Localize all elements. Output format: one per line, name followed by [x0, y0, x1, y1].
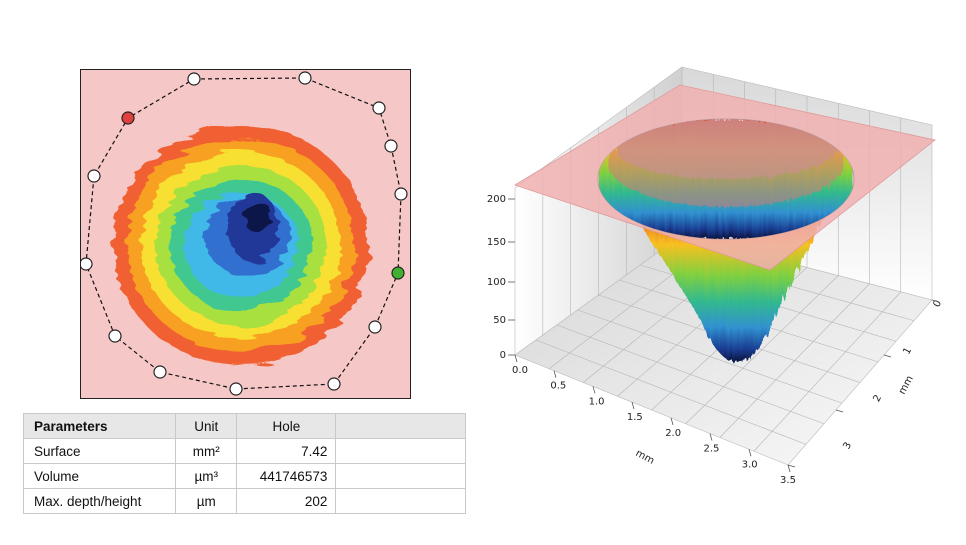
row-name: Volume	[22, 463, 177, 489]
header-empty	[335, 413, 466, 439]
selection-vertex-handle[interactable]	[87, 169, 101, 183]
y-tick-label: 1	[901, 346, 914, 357]
x-tick-label: 0.5	[550, 381, 566, 392]
selection-vertices[interactable]	[81, 71, 408, 396]
x-tick-label: 1.0	[589, 396, 605, 407]
selection-vertex-handle[interactable]	[298, 71, 312, 85]
z-tick-label: 100	[487, 277, 506, 288]
y-tick-label: 0	[931, 298, 944, 309]
y-tick-label: 3	[841, 440, 854, 451]
y-axis: 0 1 2 3	[787, 298, 944, 468]
row-value: 7.42	[236, 438, 337, 464]
x-axis-unit: mm	[634, 448, 656, 467]
x-tick-label: 0.0	[512, 365, 528, 376]
height-map-canvas	[81, 71, 408, 396]
contour-layers	[113, 125, 369, 365]
selection-vertex-handle[interactable]	[327, 377, 341, 391]
x-tick-label: 1.5	[627, 412, 643, 423]
z-tick-label: 200	[487, 194, 506, 205]
row-unit: µm	[175, 488, 238, 514]
y-tick-label: 2	[871, 393, 884, 404]
selection-vertex-handle[interactable]	[384, 139, 398, 153]
x-tick-label: 3.0	[742, 459, 758, 470]
parameters-table: Parameters Unit Hole Surface mm² 7.42 Vo…	[22, 413, 466, 514]
header-unit: Unit	[175, 413, 238, 439]
selection-vertex-handle[interactable]	[372, 101, 386, 115]
selection-vertex-handle[interactable]	[121, 111, 135, 125]
selection-vertex-handle[interactable]	[81, 257, 93, 271]
table-header-row: Parameters Unit Hole	[22, 413, 466, 439]
x-tick-label: 3.5	[780, 475, 796, 486]
selection-polygon[interactable]	[85, 77, 402, 390]
table-row: Volume µm³ 441746573	[22, 463, 466, 489]
row-unit: mm²	[175, 438, 238, 464]
crater-rim	[597, 118, 855, 240]
y-axis-unit: mm	[897, 374, 916, 396]
row-name: Surface	[22, 438, 177, 464]
row-empty	[335, 463, 466, 489]
z-tick-label: 50	[493, 315, 506, 326]
selection-vertex-handle[interactable]	[187, 72, 201, 86]
z-tick-label: 0	[500, 350, 506, 361]
table-row: Surface mm² 7.42	[22, 438, 466, 464]
header-hole: Hole	[236, 413, 337, 439]
x-tick-label: 2.0	[665, 428, 681, 439]
header-parameters: Parameters	[22, 413, 177, 439]
row-empty	[335, 488, 466, 514]
x-tick-label: 2.5	[703, 444, 719, 455]
row-name: Max. depth/height	[22, 488, 177, 514]
selection-vertex-handle[interactable]	[153, 365, 167, 379]
table-row: Max. depth/height µm 202	[22, 488, 466, 514]
contour-band	[246, 200, 272, 236]
selection-vertex-handle[interactable]	[394, 187, 408, 201]
z-axis: 0 50 100 150 200	[487, 194, 515, 361]
z-tick-label: 150	[487, 237, 506, 248]
selection-vertex-handle[interactable]	[108, 329, 122, 343]
selection-vertex-handle[interactable]	[391, 266, 405, 280]
height-map-2d	[80, 69, 411, 399]
row-unit: µm³	[175, 463, 238, 489]
row-empty	[335, 438, 466, 464]
selection-vertex-handle[interactable]	[229, 382, 243, 396]
selection-vertex-handle[interactable]	[368, 320, 382, 334]
row-value: 441746573	[236, 463, 337, 489]
surface-plot-3d[interactable]: 0 50 100 150 200 0.0 0.5 1.0 1.5 2.0 2.5 3.0 3.5 0 1…	[470, 55, 960, 505]
x-axis: 0.0 0.5 1.0 1.5 2.0 2.5 3.0 3.5	[512, 354, 796, 486]
row-value: 202	[236, 488, 337, 514]
